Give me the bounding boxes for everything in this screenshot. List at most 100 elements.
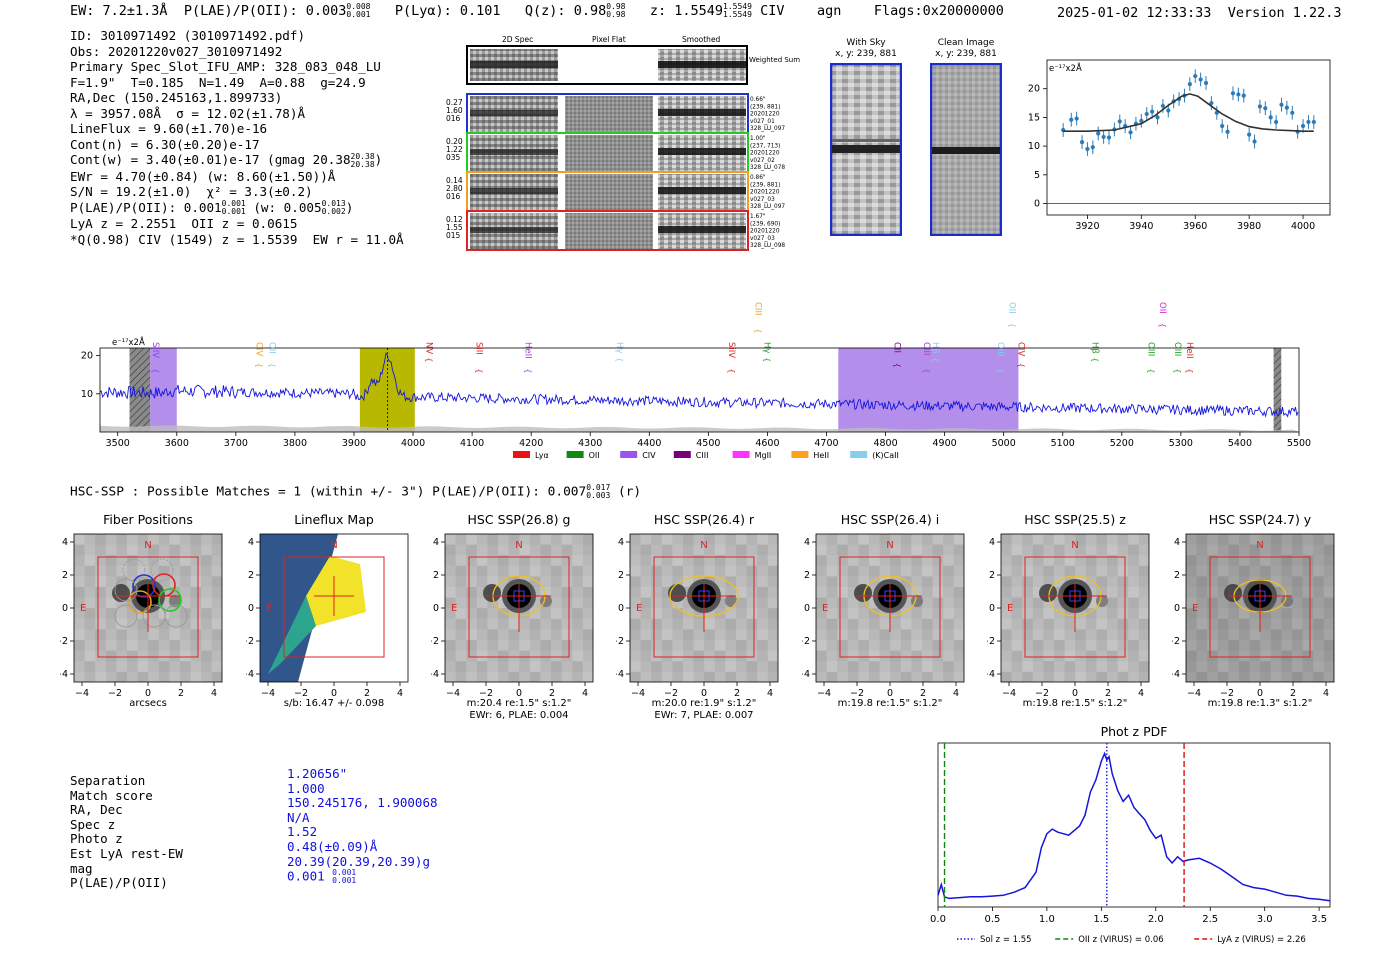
hsc-header-hi: 0.017	[586, 483, 611, 492]
thumbnail-noise	[1186, 555, 1197, 566]
thumbnail-noise	[445, 650, 456, 662]
thumbnail-noise	[1323, 640, 1335, 651]
thumbnail-noise	[837, 650, 848, 662]
thumbnail-noise	[551, 598, 562, 609]
thumbnail-noise	[1207, 587, 1218, 598]
thumbnail-noise	[651, 565, 662, 577]
thumbnail-noise	[747, 598, 758, 609]
thumbnail-noise	[890, 534, 901, 545]
thumbnail-noise	[1001, 671, 1012, 683]
thumbnail-noise	[1117, 544, 1129, 556]
thumbnail-noise	[1313, 576, 1324, 587]
thumbnail-noise	[1128, 544, 1139, 556]
thumbnail-noise	[180, 587, 191, 598]
thumbnail-noise	[583, 566, 594, 577]
thumbnail-noise	[826, 671, 838, 683]
thumbnail-noise	[466, 650, 477, 662]
thumbnail-noise	[1118, 608, 1129, 619]
zoom-point	[1096, 131, 1101, 136]
thumbnail-noise	[1043, 661, 1054, 672]
thumbnail-noise	[95, 555, 106, 566]
spec-xtick-label: 3700	[224, 438, 248, 449]
weighted-sum-row: Weighted Sum	[466, 45, 800, 85]
thumbnail-noise	[1138, 587, 1150, 598]
thumbnail-noise	[74, 619, 85, 630]
match-value: 1.20656"	[287, 766, 348, 781]
thumbnail-noise	[529, 544, 541, 556]
thumbnail-image: N E −4 −4 −2 −2 0 0 2 2 4 4	[987, 533, 1150, 699]
thumbnail-noise	[74, 555, 85, 566]
thumbnail-noise	[879, 640, 891, 651]
cutout-row-right-label: (237, 713)	[750, 143, 780, 149]
thumbnail-noise	[95, 629, 106, 640]
thumb-xtick-label: −4	[1187, 688, 1201, 699]
thumbnail-noise	[1054, 672, 1065, 683]
thumbnail-noise	[704, 534, 715, 545]
thumbnail-noise	[746, 544, 758, 556]
spectral-line-marker: CIV	[1015, 342, 1025, 356]
thumbnail-noise	[1075, 640, 1086, 651]
thumbnail-noise	[1270, 629, 1282, 640]
spectral-line-brace: {	[727, 368, 736, 373]
thumbnail-noise	[572, 587, 583, 598]
zoom-xtick-label: 3960	[1183, 221, 1207, 232]
fiber-circle	[122, 558, 146, 582]
info-block: ID: 3010971492 (3010971492.pdf) Obs: 202…	[70, 28, 404, 247]
thumbnail-noise	[498, 618, 509, 630]
thumbnail-noise	[693, 608, 705, 619]
col-label-smoothed: Smoothed	[682, 35, 721, 44]
thumbnail-noise	[519, 629, 530, 640]
z-lo: 1.5549	[723, 10, 752, 19]
thumbnail-noise	[736, 544, 747, 556]
thumbnail-noise	[1033, 672, 1044, 683]
thumbnail-noise	[180, 640, 191, 651]
zoom-point	[1090, 145, 1095, 150]
thumbnail-noise	[148, 661, 159, 672]
legend-label: MgII	[755, 451, 772, 460]
thumbnail-noise	[837, 672, 848, 683]
thumbnail-title: Fiber Positions	[103, 512, 193, 527]
thumb-xtick-label: 0	[145, 688, 151, 699]
cutout-row-left-label: 0.14	[446, 176, 463, 185]
thumbnail-noise	[943, 598, 954, 609]
zoom-unit: e⁻¹⁷x2Å	[1049, 62, 1082, 74]
thumbnail-noise	[158, 544, 170, 556]
thumbnail-noise	[529, 597, 541, 609]
thumbnail-noise	[953, 650, 965, 662]
thumbnail-noise	[190, 650, 202, 662]
thumbnail-noise	[736, 555, 747, 566]
thumbnail-noise	[640, 608, 652, 619]
neighbor-source	[725, 595, 737, 607]
thumbnail-noise	[1138, 618, 1150, 630]
thumbnail-noise	[212, 608, 223, 619]
thumbnail-noise	[74, 640, 85, 651]
thumbnail-noise	[158, 565, 170, 577]
info-ewr: EWr = 4.70(±0.84) (w: 8.60(±1.50))Å	[70, 168, 336, 184]
header-right: 2025-01-02 12:33:33 Version 1.22.3	[1057, 5, 1342, 21]
thumbnail-noise	[1033, 576, 1044, 587]
thumbnail-noise	[211, 555, 223, 566]
thumbnail-noise	[672, 661, 683, 672]
cutout-row-right-label: 1.67"	[750, 214, 766, 220]
thumbnail-noise	[1011, 671, 1023, 683]
thumbnail-noise	[498, 671, 509, 683]
thumbnail-noise	[922, 618, 933, 630]
thumbnail-noise	[630, 576, 641, 587]
thumbnail-noise	[1085, 671, 1097, 683]
thumbnail-noise	[837, 608, 848, 619]
thumbnail-noise	[148, 650, 159, 662]
spectral-line-marker: CIV	[254, 342, 264, 356]
thumbnail-noise	[466, 565, 477, 577]
thumbnail-noise	[1207, 608, 1218, 619]
spec-xtick-label: 3800	[283, 438, 307, 449]
thumbnail-noise	[693, 555, 705, 566]
spectrum-chart: e⁻¹⁷x2Å 3500 3600 3700 3800 3900 4000 4100 4200…	[81, 302, 1311, 460]
thumbnail-noise	[1207, 555, 1218, 566]
thumbnail-noise	[1292, 587, 1303, 598]
thumbnail-noise	[540, 661, 551, 672]
thumbnail-noise	[757, 661, 768, 672]
thumbnail-caption: EWr: 7, PLAE: 0.007	[654, 710, 754, 721]
thumbnail-noise	[582, 640, 594, 651]
